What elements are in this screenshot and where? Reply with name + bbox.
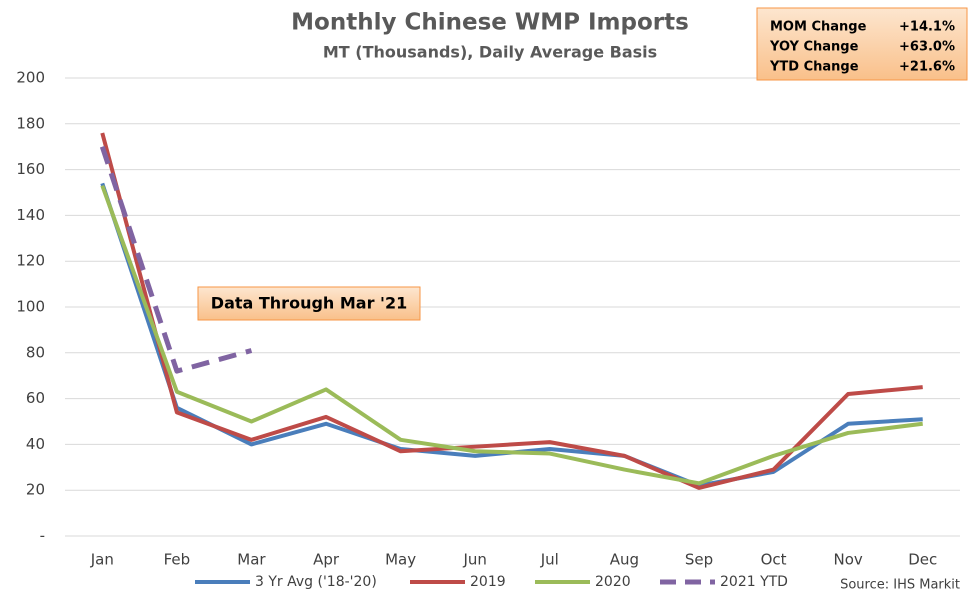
y-tick-label: 200 (16, 69, 45, 87)
y-tick-label: 80 (26, 343, 45, 361)
legend-label: 3 Yr Avg ('18-'20) (255, 574, 377, 590)
x-tick-label: Jun (462, 551, 486, 569)
x-tick-label: Jan (90, 551, 114, 569)
legend-label: 2021 YTD (720, 574, 788, 590)
x-tick-label: Feb (164, 551, 191, 569)
x-tick-label: Sep (685, 551, 713, 569)
x-tick-label: Aug (610, 551, 639, 569)
legend-label: 2019 (470, 574, 506, 590)
stat-label: MOM Change (770, 20, 867, 35)
x-tick-label: Dec (908, 551, 937, 569)
x-tick-label: Oct (761, 551, 787, 569)
y-tick-label: - (40, 527, 45, 545)
legend-label: 2020 (595, 574, 631, 590)
series-line (100, 184, 923, 486)
y-tick-label: 180 (16, 114, 45, 132)
chart-subtitle: MT (Thousands), Daily Average Basis (323, 43, 657, 62)
series-line (100, 132, 923, 490)
stat-value: +63.0% (899, 40, 955, 55)
stat-value: +21.6% (899, 60, 955, 75)
stats-box (756, 7, 968, 81)
chart-title: Monthly Chinese WMP Imports (291, 10, 689, 36)
x-tick-label: May (385, 551, 416, 569)
series-line (99, 145, 253, 374)
stat-label: YOY Change (769, 40, 859, 55)
y-tick-label: 60 (26, 389, 45, 407)
x-tick-label: Mar (237, 551, 266, 569)
source: Source: IHS Markit (840, 578, 960, 593)
x-tick-label: Nov (833, 551, 862, 569)
annotation: Data Through Mar '21 (211, 294, 407, 313)
stat-value: +14.1% (899, 20, 955, 35)
y-tick-label: 140 (16, 206, 45, 224)
x-tick-label: Jul (540, 551, 559, 569)
y-tick-label: 20 (26, 481, 45, 499)
y-tick-label: 100 (16, 298, 45, 316)
y-tick-label: 120 (16, 252, 45, 270)
x-tick-label: Apr (313, 551, 340, 569)
series-line (100, 182, 923, 488)
stat-label: YTD Change (769, 60, 859, 75)
annotation-box (197, 286, 421, 321)
y-tick-label: 160 (16, 160, 45, 178)
y-tick-label: 40 (26, 435, 45, 453)
plot-area: - 20 40 60 80 100 120 140 160 180 200 Jan Feb Mar Apr M… (16, 69, 960, 569)
